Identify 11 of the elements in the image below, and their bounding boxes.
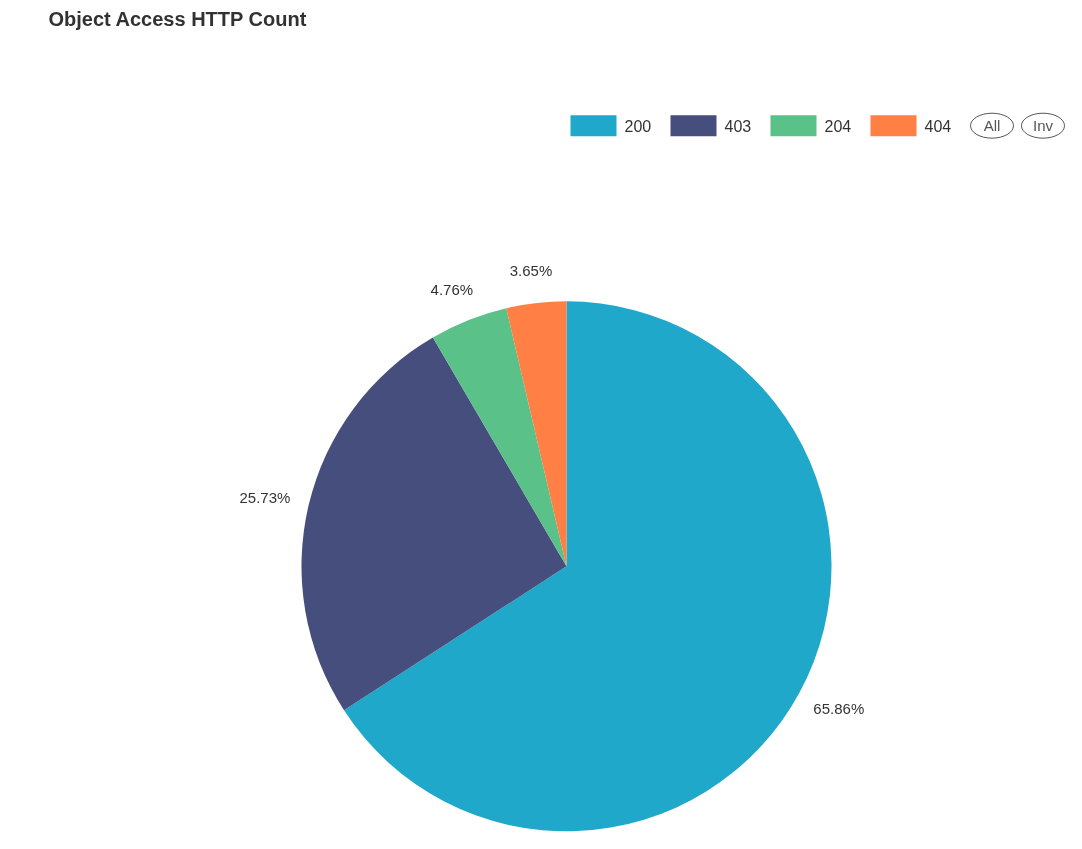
data-label: 3.65%: [509, 262, 553, 280]
data-label: 25.73%: [239, 488, 291, 506]
text: All: [983, 117, 1001, 135]
text: Inv: [1033, 117, 1054, 135]
legend-label: 404: [924, 117, 952, 135]
data-label: 4.76%: [430, 281, 474, 299]
chart-title: Object Access HTTP Count: [48, 7, 307, 30]
legend-label: 200: [624, 117, 652, 135]
legend-label: 204: [824, 117, 852, 135]
legend-label: 403: [724, 117, 752, 135]
data-label: 65.86%: [813, 700, 865, 718]
